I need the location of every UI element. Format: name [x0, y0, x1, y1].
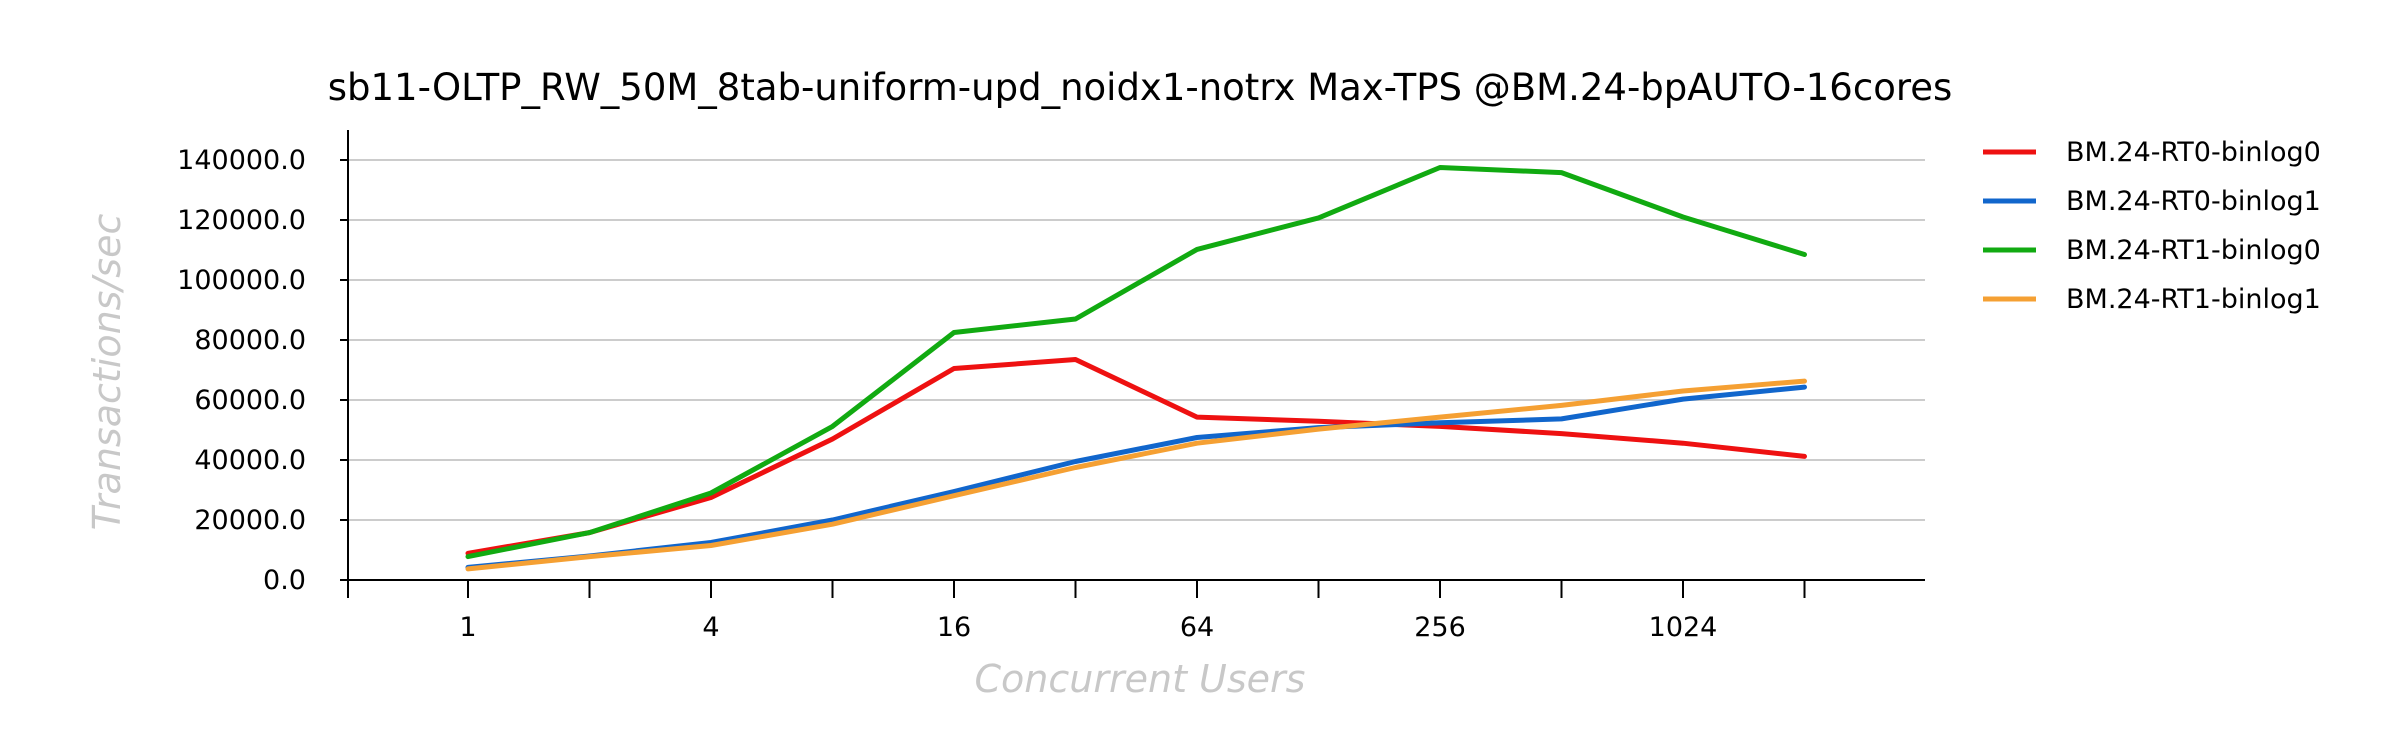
- y-tick-label: 120000.0: [177, 205, 306, 236]
- series-line: [465, 165, 1807, 560]
- y-tick-label: 60000.0: [194, 385, 306, 416]
- gridlines: [348, 159, 1925, 521]
- x-tick-label: 1024: [1649, 612, 1718, 643]
- x-tick-label: 4: [702, 612, 719, 643]
- x-tick-label: 64: [1180, 612, 1214, 643]
- legend-entry: BM.24-RT1-binlog0: [1983, 235, 2321, 266]
- series-line: [465, 357, 1807, 556]
- x-tick-labels: 1 4 16 64 256 1024: [459, 612, 1717, 643]
- series-line: [465, 384, 1807, 570]
- y-tick-label: 0.0: [263, 565, 306, 596]
- legend-label: BM.24-RT0-binlog1: [2066, 186, 2321, 217]
- legend: BM.24-RT0-binlog0 BM.24-RT0-binlog1 BM.24-…: [1983, 137, 2321, 315]
- legend-label: BM.24-RT1-binlog0: [2066, 235, 2321, 266]
- legend-entry: BM.24-RT0-binlog0: [1983, 137, 2321, 168]
- series-line: [465, 378, 1807, 572]
- series-lines: [465, 165, 1807, 572]
- x-tick-label: 16: [937, 612, 971, 643]
- legend-label: BM.24-RT0-binlog0: [2066, 137, 2321, 168]
- y-tick-label: 140000.0: [177, 145, 306, 176]
- x-axis-title: Concurrent Users: [975, 657, 1306, 701]
- legend-label: BM.24-RT1-binlog1: [2066, 284, 2321, 315]
- y-tick-label: 40000.0: [194, 445, 306, 476]
- axes: [340, 130, 1925, 598]
- y-tick-label: 80000.0: [194, 325, 306, 356]
- y-tick-labels: 0.0 20000.0 40000.0 60000.0 80000.0 100000.0 1…: [177, 145, 306, 596]
- legend-entry: BM.24-RT1-binlog1: [1983, 284, 2321, 315]
- y-axis-title: Transactions/sec: [85, 214, 129, 531]
- y-tick-label: 100000.0: [177, 265, 306, 296]
- x-tick-label: 1: [459, 612, 476, 643]
- chart-title: sb11-OLTP_RW_50M_8tab-uniform-upd_noidx1…: [328, 66, 1953, 109]
- x-tick-label: 256: [1414, 612, 1466, 643]
- legend-entry: BM.24-RT0-binlog1: [1983, 186, 2321, 217]
- y-tick-label: 20000.0: [194, 505, 306, 536]
